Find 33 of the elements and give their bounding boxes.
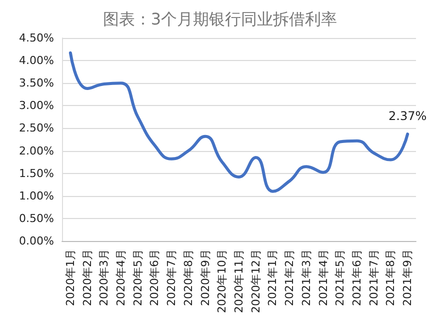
x-tick-label: 2021年9月 — [401, 249, 414, 306]
y-tick-label: 2.50% — [19, 122, 54, 135]
x-tick-label: 2020年3月 — [98, 249, 111, 306]
x-tick-label: 2020年12月 — [249, 249, 262, 313]
x-tick-label: 2020年8月 — [182, 249, 195, 306]
x-tick-label: 2021年6月 — [350, 249, 364, 306]
x-tick-label: 2021年1月 — [266, 249, 280, 306]
x-tick-label: 2020年5月 — [131, 249, 144, 306]
x-tick-label: 2021年3月 — [300, 249, 313, 306]
x-tick-label: 2021年5月 — [334, 249, 347, 306]
x-tick-label: 2020年6月 — [148, 249, 162, 306]
x-tick-label: 2020年4月 — [114, 249, 128, 306]
data-label: 2.37% — [388, 109, 427, 124]
y-tick-label: 1.00% — [19, 189, 54, 202]
chart-title: 图表：3个月期银行同业拆借利率 — [102, 10, 338, 28]
y-tick-label: 1.50% — [19, 166, 54, 180]
y-tick-label: 0.00% — [19, 234, 54, 248]
x-tick-label: 2021年8月 — [384, 249, 398, 306]
x-tick-label: 2020年1月 — [64, 249, 77, 306]
x-tick-label: 2021年2月 — [283, 249, 296, 306]
x-tick-label: 2020年2月 — [80, 249, 94, 306]
x-tick-label: 2020年11月 — [232, 249, 246, 313]
y-tick-label: 4.00% — [19, 54, 54, 68]
x-tick-label: 2020年10月 — [216, 249, 229, 313]
x-tick-label: 2020年7月 — [165, 249, 178, 306]
y-tick-label: 3.00% — [19, 99, 54, 112]
y-tick-label: 0.50% — [19, 212, 54, 225]
x-tick-label: 2020年9月 — [198, 249, 212, 306]
x-tick-label: 2021年7月 — [367, 249, 380, 306]
x-tick-label: 2021年4月 — [316, 249, 330, 306]
y-tick-label: 3.50% — [19, 76, 54, 90]
y-tick-label: 2.00% — [19, 144, 54, 158]
y-tick-label: 4.50% — [19, 32, 54, 44]
